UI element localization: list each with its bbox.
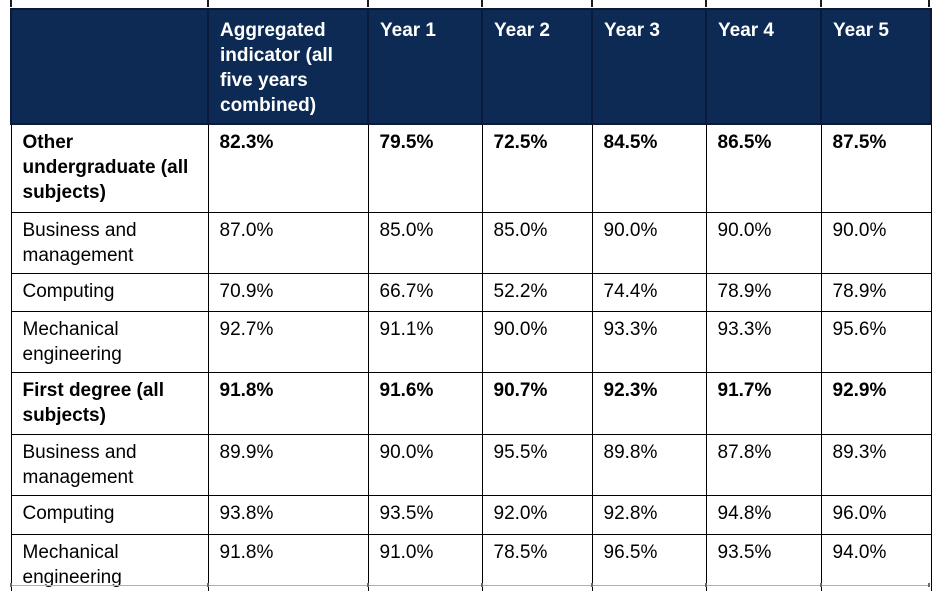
header-cell-year-2: Year 2	[481, 8, 593, 125]
value-cell: 70.9%	[207, 272, 369, 312]
table-row: Other undergraduate (all subjects) 82.3% 7…	[10, 123, 932, 213]
column-separator-tick	[705, 583, 707, 587]
value-cell: 90.7%	[481, 371, 593, 435]
value-cell: 85.0%	[481, 211, 593, 274]
value-cell: 90.0%	[591, 211, 707, 274]
value-cell: 87.5%	[820, 123, 932, 213]
value-cell: 89.8%	[591, 433, 707, 496]
value-cell: 96.0%	[820, 494, 932, 535]
column-separator-tick	[367, 0, 369, 7]
header-cell-aggregated-indicator-all-five-: Aggregated indicator (all five years com…	[207, 8, 369, 125]
value-cell: 52.2%	[481, 272, 593, 312]
column-separator-tick	[705, 0, 707, 7]
value-cell: 90.0%	[481, 310, 593, 373]
column-separator-tick	[207, 583, 209, 587]
row-label-cell: Computing	[10, 272, 209, 312]
value-cell: 92.8%	[591, 494, 707, 535]
header-cell-year-3: Year 3	[591, 8, 707, 125]
row-label-cell: Mechanical engineering	[10, 310, 209, 373]
value-cell: 87.8%	[705, 433, 822, 496]
value-cell: 74.4%	[591, 272, 707, 312]
value-cell: 78.9%	[705, 272, 822, 312]
column-separator-tick	[10, 583, 12, 587]
table-row: Computing 70.9% 66.7% 52.2% 74.4% 78.9% 78.9%	[10, 272, 932, 312]
value-cell: 91.8%	[207, 533, 369, 591]
value-cell: 91.6%	[367, 371, 483, 435]
value-cell: 93.8%	[207, 494, 369, 535]
column-separator-tick	[820, 583, 822, 587]
column-separator-tick	[481, 583, 483, 587]
row-label-cell: Mechanical engineering	[10, 533, 209, 591]
value-cell: 84.5%	[591, 123, 707, 213]
value-cell: 89.3%	[820, 433, 932, 496]
continuation-indicator-table: Aggregated indicator (all five years com…	[10, 8, 932, 591]
table-row: Mechanical engineering 92.7% 91.1% 90.0% 93.…	[10, 310, 932, 373]
row-label-cell: Business and management	[10, 211, 209, 274]
value-cell: 93.5%	[367, 494, 483, 535]
value-cell: 89.9%	[207, 433, 369, 496]
value-cell: 90.0%	[367, 433, 483, 496]
table-row: First degree (all subjects) 91.8% 91.6% 90.…	[10, 371, 932, 435]
value-cell: 92.0%	[481, 494, 593, 535]
value-cell: 72.5%	[481, 123, 593, 213]
column-separator-tick	[928, 583, 930, 587]
column-separator-tick	[591, 0, 593, 7]
value-cell: 85.0%	[367, 211, 483, 274]
table-row: Mechanical engineering 91.8% 91.0% 78.5% 96.…	[10, 533, 932, 591]
value-cell: 90.0%	[820, 211, 932, 274]
row-label-cell: Business and management	[10, 433, 209, 496]
value-cell: 96.5%	[591, 533, 707, 591]
value-cell: 91.0%	[367, 533, 483, 591]
value-cell: 92.7%	[207, 310, 369, 373]
value-cell: 94.8%	[705, 494, 822, 535]
column-separator-tick	[481, 0, 483, 7]
column-separator-tick	[928, 0, 930, 7]
column-separator-tick	[591, 583, 593, 587]
column-separator-tick	[10, 0, 12, 7]
value-cell: 92.9%	[820, 371, 932, 435]
value-cell: 92.3%	[591, 371, 707, 435]
value-cell: 93.5%	[705, 533, 822, 591]
header-cell-empty	[10, 8, 209, 125]
value-cell: 90.0%	[705, 211, 822, 274]
table-row: Computing 93.8% 93.5% 92.0% 92.8% 94.8% 96.0%	[10, 494, 932, 535]
value-cell: 78.5%	[481, 533, 593, 591]
column-separator-tick	[367, 583, 369, 587]
value-cell: 78.9%	[820, 272, 932, 312]
table-row: Business and management 89.9% 90.0% 95.5% 89…	[10, 433, 932, 496]
header-cell-year-1: Year 1	[367, 8, 483, 125]
value-cell: 86.5%	[705, 123, 822, 213]
header-cell-year-5: Year 5	[820, 8, 932, 125]
row-label-cell: Other undergraduate (all subjects)	[10, 123, 209, 213]
row-label-cell: Computing	[10, 494, 209, 535]
header-cell-year-4: Year 4	[705, 8, 822, 125]
value-cell: 94.0%	[820, 533, 932, 591]
column-separator-tick	[207, 0, 209, 7]
value-cell: 79.5%	[367, 123, 483, 213]
value-cell: 95.5%	[481, 433, 593, 496]
value-cell: 66.7%	[367, 272, 483, 312]
value-cell: 93.3%	[705, 310, 822, 373]
value-cell: 91.7%	[705, 371, 822, 435]
value-cell: 82.3%	[207, 123, 369, 213]
header-row: Aggregated indicator (all five years com…	[10, 8, 932, 125]
table-body: Other undergraduate (all subjects) 82.3% 7…	[10, 123, 932, 591]
column-separator-tick	[820, 0, 822, 7]
table-row: Business and management 87.0% 85.0% 85.0% 90…	[10, 211, 932, 274]
value-cell: 91.8%	[207, 371, 369, 435]
value-cell: 91.1%	[367, 310, 483, 373]
cropped-next-row-line	[10, 585, 930, 586]
row-label-cell: First degree (all subjects)	[10, 371, 209, 435]
value-cell: 95.6%	[820, 310, 932, 373]
value-cell: 93.3%	[591, 310, 707, 373]
value-cell: 87.0%	[207, 211, 369, 274]
